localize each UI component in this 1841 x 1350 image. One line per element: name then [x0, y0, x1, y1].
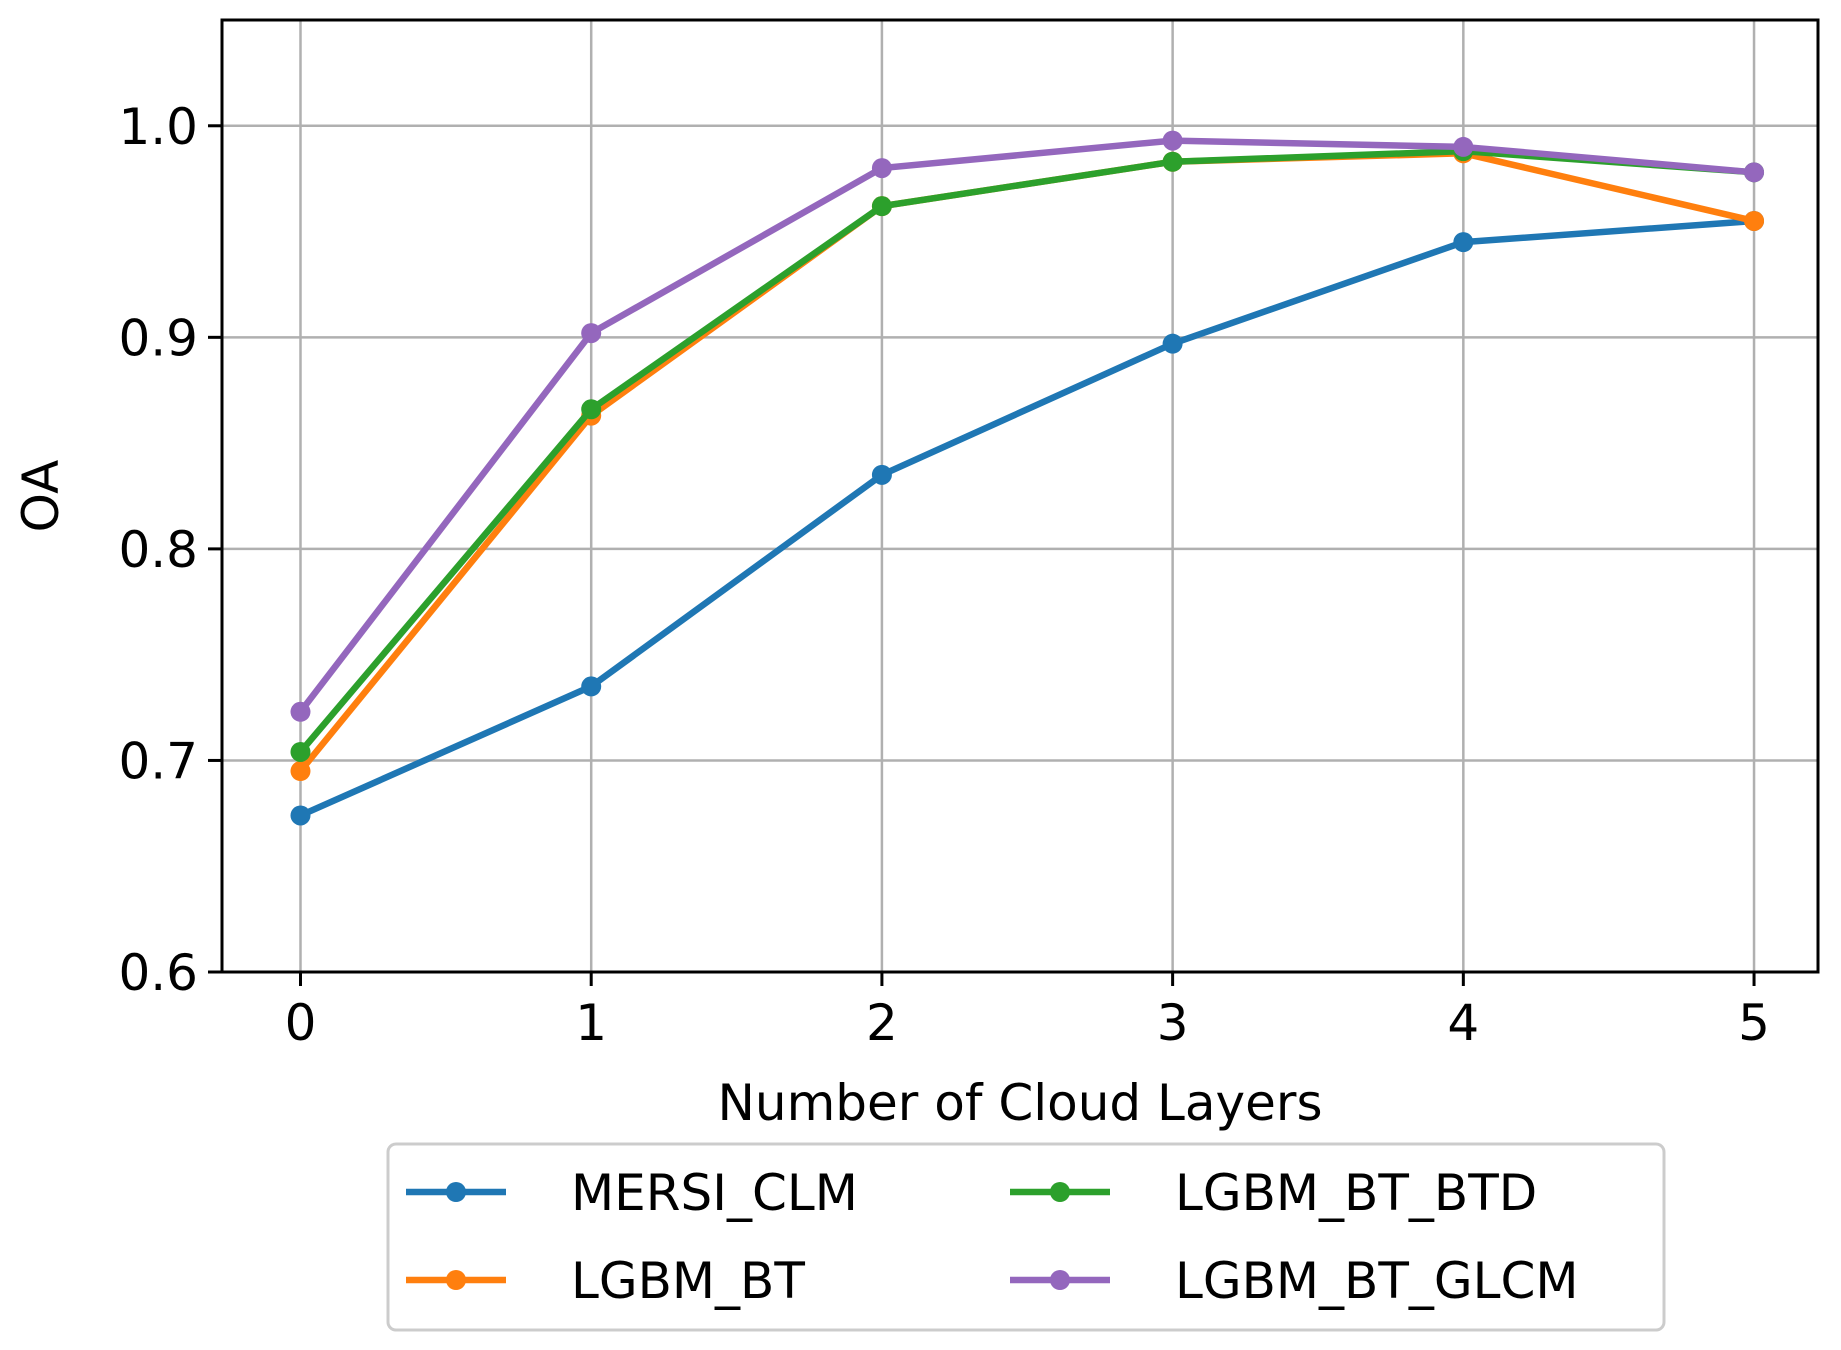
data-point	[871, 196, 892, 217]
legend-item: LGBM_BT	[406, 1252, 805, 1310]
y-tick-label: 1.0	[118, 98, 198, 156]
legend-item: LGBM_BT_GLCM	[1010, 1252, 1579, 1310]
legend-item: MERSI_CLM	[406, 1164, 858, 1222]
data-point	[1744, 210, 1765, 231]
plot-area-frame	[220, 18, 1820, 974]
data-point	[581, 323, 602, 344]
legend-label: LGBM_BT_GLCM	[1175, 1252, 1579, 1310]
data-point	[871, 158, 892, 179]
x-tick-label: 1	[575, 994, 607, 1052]
y-tick-label: 0.7	[118, 732, 198, 790]
x-tick-label: 2	[866, 994, 898, 1052]
series-lines	[290, 130, 1765, 826]
legend-item: LGBM_BT_BTD	[1010, 1164, 1537, 1222]
y-tick-label: 0.9	[118, 309, 198, 367]
data-point	[290, 805, 311, 826]
legend-label: LGBM_BT_BTD	[1175, 1164, 1537, 1222]
data-point	[1453, 136, 1474, 157]
series-LGBM_BT_GLCM	[290, 130, 1765, 722]
data-point	[290, 701, 311, 722]
x-tick-label: 0	[285, 994, 317, 1052]
data-point	[1162, 151, 1183, 172]
data-point	[1453, 232, 1474, 253]
data-point	[290, 741, 311, 762]
data-point	[581, 676, 602, 697]
data-point	[1162, 333, 1183, 354]
axis-ticks: 0 1 2 3 4 5 0.6 0.7 0.8 0.9 1.0	[118, 98, 1769, 1052]
data-point	[1162, 130, 1183, 151]
legend-swatch-marker	[1050, 1270, 1070, 1290]
legend-swatch-marker	[446, 1270, 466, 1290]
legend-box	[386, 1142, 1666, 1332]
data-point	[1744, 162, 1765, 183]
y-axis-label: OA	[12, 460, 70, 533]
y-tick-label: 0.8	[118, 521, 198, 579]
series-line	[297, 217, 1758, 819]
legend-swatch-marker	[1050, 1182, 1070, 1202]
x-tick-label: 3	[1157, 994, 1189, 1052]
x-tick-label: 5	[1738, 994, 1770, 1052]
y-tick-label: 0.6	[118, 944, 198, 1002]
legend-label: LGBM_BT	[571, 1252, 805, 1310]
legend-label: MERSI_CLM	[571, 1164, 858, 1222]
data-point	[581, 399, 602, 420]
x-tick-label: 4	[1447, 994, 1479, 1052]
series-MERSI_CLM	[290, 210, 1765, 826]
series-line	[297, 137, 1758, 716]
series-line	[297, 147, 1758, 756]
data-point	[871, 464, 892, 485]
legend-swatch-marker	[446, 1182, 466, 1202]
series-line	[297, 150, 1758, 775]
legend: MERSI_CLM LGBM_BT LGBM_BT_BTD LGBM_BT_GLCM	[386, 1142, 1666, 1332]
data-point	[290, 761, 311, 782]
x-axis-label: Number of Cloud Layers	[717, 1074, 1322, 1132]
